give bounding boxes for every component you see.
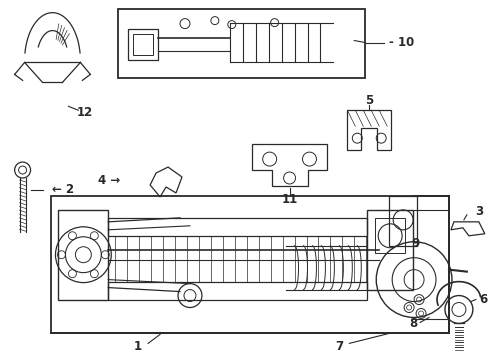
Bar: [108, 282, 368, 300]
Bar: [133, 33, 153, 55]
Text: 8: 8: [409, 317, 417, 330]
Bar: [58, 210, 108, 300]
Text: 3: 3: [475, 205, 483, 219]
Bar: [108, 218, 368, 236]
Text: 4 →: 4 →: [98, 174, 120, 186]
Bar: [375, 218, 405, 253]
Bar: [50, 196, 449, 333]
Text: 6: 6: [479, 293, 487, 306]
Text: 11: 11: [281, 193, 298, 206]
Bar: [118, 9, 365, 78]
Bar: [128, 28, 158, 60]
Text: 9: 9: [411, 237, 419, 250]
Text: 5: 5: [365, 94, 373, 107]
Text: ← 2: ← 2: [52, 184, 74, 197]
Text: 7: 7: [335, 340, 343, 353]
Text: 1: 1: [134, 340, 142, 353]
Text: 12: 12: [76, 106, 93, 119]
Bar: [389, 196, 417, 246]
Text: - 10: - 10: [389, 36, 415, 49]
Bar: [368, 210, 413, 289]
